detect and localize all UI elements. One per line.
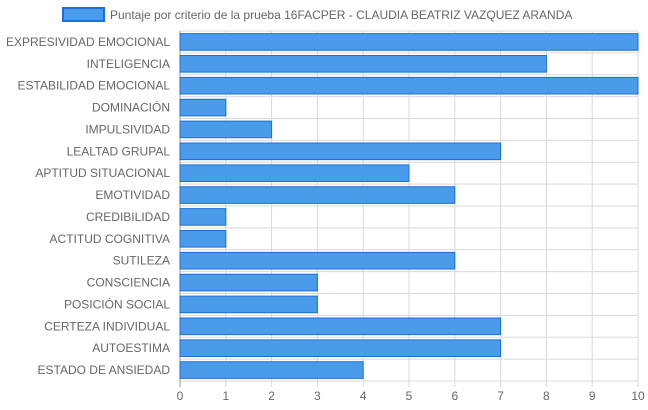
legend-swatch [62, 7, 105, 22]
x-tick-label: 5 [406, 389, 413, 403]
category-label: SUTILEZA [113, 254, 170, 268]
x-tick-label: 4 [360, 389, 367, 403]
category-label: ESTADO DE ANSIEDAD [38, 363, 171, 377]
bar[interactable] [179, 230, 227, 248]
bar[interactable] [179, 76, 639, 95]
category-label: APTITUD SITUACIONAL [35, 166, 170, 180]
category-label: INTELIGENCIA [87, 57, 170, 71]
bar[interactable] [179, 33, 639, 51]
x-tick-label: 2 [268, 389, 275, 403]
category-label: DOMINACIÓN [92, 100, 170, 115]
bar[interactable] [179, 251, 456, 270]
x-tick-label: 8 [543, 389, 550, 403]
category-label: CERTEZA INDIVIDUAL [44, 319, 170, 333]
bar[interactable] [179, 208, 227, 226]
bar[interactable] [179, 339, 502, 357]
category-axis-labels: EXPRESIVIDAD EMOCIONAL INTELIGENCIA ESTABI… [6, 35, 170, 377]
x-tick-label: 0 [177, 389, 184, 403]
legend-label: Puntaje por criterio de la prueba 16FACP… [110, 8, 572, 22]
category-label: ACTITUD COGNITIVA [50, 232, 170, 246]
bar[interactable] [179, 142, 502, 161]
x-tick-label: 1 [222, 389, 229, 403]
bar[interactable] [179, 361, 364, 379]
x-tick-label: 6 [451, 389, 458, 403]
bar[interactable] [179, 55, 547, 73]
category-label: POSICIÓN SOCIAL [64, 296, 170, 311]
category-label: AUTOESTIMA [92, 341, 170, 355]
bar[interactable] [179, 186, 456, 204]
bar[interactable] [179, 273, 318, 292]
category-label: ESTABILIDAD EMOCIONAL [18, 79, 171, 93]
x-tick-label: 9 [589, 389, 596, 403]
category-label: EMOTIVIDAD [95, 188, 170, 202]
bar[interactable] [179, 98, 227, 117]
x-tick-label: 10 [631, 389, 645, 403]
bar[interactable] [179, 295, 318, 314]
bars [179, 33, 639, 379]
category-label: EXPRESIVIDAD EMOCIONAL [6, 35, 170, 49]
category-label: IMPULSIVIDAD [85, 122, 170, 136]
x-tick-label: 7 [497, 389, 504, 403]
bar[interactable] [179, 120, 273, 139]
x-tick-label: 3 [314, 389, 321, 403]
category-label: CREDIBILIDAD [86, 210, 170, 224]
category-label: LEALTAD GRUPAL [67, 144, 171, 158]
bar[interactable] [179, 317, 502, 336]
bar[interactable] [179, 164, 410, 182]
value-axis-labels: 0 1 2 3 4 5 6 7 8 9 10 [177, 389, 645, 403]
category-label: CONSCIENCIA [87, 276, 170, 290]
legend[interactable]: Puntaje por criterio de la prueba 16FACP… [62, 7, 572, 22]
